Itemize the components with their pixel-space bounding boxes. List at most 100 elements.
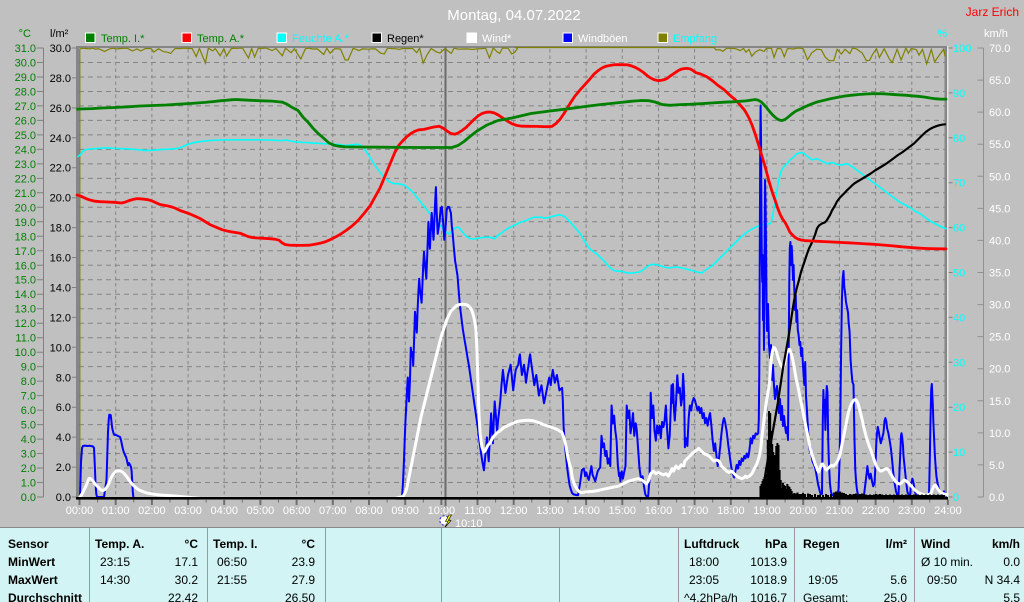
svg-text:10.0: 10.0 — [15, 347, 36, 359]
svg-text:%: % — [937, 28, 947, 40]
svg-text:08:00: 08:00 — [355, 505, 383, 517]
svg-text:°C: °C — [19, 28, 31, 40]
svg-text:5.0: 5.0 — [989, 460, 1004, 472]
svg-text:3.0: 3.0 — [21, 449, 36, 461]
svg-text:12.0: 12.0 — [50, 312, 71, 324]
svg-text:10.0: 10.0 — [50, 342, 71, 354]
svg-text:9.0: 9.0 — [21, 362, 36, 374]
svg-text:11:00: 11:00 — [464, 505, 491, 517]
svg-text:30: 30 — [953, 357, 965, 369]
svg-text:22:00: 22:00 — [862, 505, 890, 517]
svg-text:17:00: 17:00 — [681, 505, 709, 517]
svg-text:l/m²: l/m² — [50, 28, 69, 40]
svg-text:09:00: 09:00 — [391, 505, 419, 517]
svg-text:23:00: 23:00 — [898, 505, 926, 517]
svg-text:18.0: 18.0 — [15, 231, 36, 243]
svg-text:20: 20 — [953, 402, 965, 414]
svg-text:7.0: 7.0 — [21, 391, 36, 403]
svg-text:01:00: 01:00 — [102, 505, 130, 517]
svg-text:26.0: 26.0 — [15, 115, 36, 127]
svg-text:20.0: 20.0 — [15, 202, 36, 214]
svg-text:27.0: 27.0 — [15, 101, 36, 113]
svg-text:Temp. I.*: Temp. I.* — [101, 33, 145, 45]
svg-text:0.0: 0.0 — [56, 492, 71, 504]
svg-text:20:00: 20:00 — [789, 505, 817, 517]
svg-text:Temp. A.*: Temp. A.* — [197, 33, 245, 45]
svg-text:20.0: 20.0 — [50, 193, 71, 205]
svg-text:0: 0 — [953, 492, 959, 504]
svg-text:30.0: 30.0 — [50, 43, 71, 55]
svg-text:19.0: 19.0 — [15, 217, 36, 229]
svg-text:12:00: 12:00 — [500, 505, 528, 517]
svg-text:13.0: 13.0 — [15, 304, 36, 316]
svg-text:4.0: 4.0 — [21, 434, 36, 446]
svg-text:10:00: 10:00 — [428, 505, 456, 517]
svg-text:100: 100 — [953, 43, 971, 55]
svg-text:km/h: km/h — [984, 28, 1008, 40]
svg-text:03:00: 03:00 — [174, 505, 202, 517]
svg-text:55.0: 55.0 — [989, 139, 1010, 151]
svg-text:2.0: 2.0 — [56, 462, 71, 474]
svg-text:20.0: 20.0 — [989, 364, 1010, 376]
svg-text:14:00: 14:00 — [572, 505, 600, 517]
svg-text:14.0: 14.0 — [50, 283, 71, 295]
svg-text:50: 50 — [953, 268, 965, 280]
svg-text:26.0: 26.0 — [50, 103, 71, 115]
svg-text:25.0: 25.0 — [989, 332, 1010, 344]
svg-text:16.0: 16.0 — [50, 253, 71, 265]
svg-text:6.0: 6.0 — [56, 402, 71, 414]
svg-text:65.0: 65.0 — [989, 75, 1010, 87]
svg-text:11.0: 11.0 — [15, 333, 36, 345]
svg-text:12.0: 12.0 — [15, 318, 36, 330]
svg-text:22.0: 22.0 — [15, 173, 36, 185]
svg-text:28.0: 28.0 — [15, 87, 36, 99]
svg-text:16.0: 16.0 — [15, 260, 36, 272]
svg-text:8.0: 8.0 — [56, 372, 71, 384]
svg-text:23.0: 23.0 — [15, 159, 36, 171]
svg-text:30.0: 30.0 — [989, 300, 1010, 312]
svg-text:Empfang: Empfang — [673, 33, 717, 45]
svg-text:6.0: 6.0 — [21, 405, 36, 417]
svg-text:17.0: 17.0 — [15, 246, 36, 258]
svg-text:13:00: 13:00 — [536, 505, 564, 517]
svg-text:29.0: 29.0 — [15, 72, 36, 84]
svg-text:24:00: 24:00 — [934, 505, 962, 517]
svg-text:22.0: 22.0 — [50, 163, 71, 175]
svg-text:0.0: 0.0 — [21, 492, 36, 504]
svg-text:Windböen: Windböen — [578, 33, 628, 45]
svg-text:Jarz Erich: Jarz Erich — [966, 5, 1019, 19]
svg-text:Wind*: Wind* — [482, 33, 512, 45]
svg-text:06:00: 06:00 — [283, 505, 311, 517]
svg-text:02:00: 02:00 — [138, 505, 166, 517]
svg-text:00:00: 00:00 — [66, 505, 94, 517]
svg-text:60.0: 60.0 — [989, 107, 1010, 119]
svg-text:90: 90 — [953, 88, 965, 100]
svg-text:0.0: 0.0 — [989, 492, 1004, 504]
svg-text:8.0: 8.0 — [21, 376, 36, 388]
svg-text:30.0: 30.0 — [15, 58, 36, 70]
svg-text:04:00: 04:00 — [210, 505, 238, 517]
svg-text:10.0: 10.0 — [989, 428, 1010, 440]
svg-text:2.0: 2.0 — [21, 463, 36, 475]
svg-text:40.0: 40.0 — [989, 235, 1010, 247]
svg-text:70.0: 70.0 — [989, 43, 1010, 55]
svg-text:80: 80 — [953, 133, 965, 145]
svg-text:5.0: 5.0 — [21, 420, 36, 432]
svg-text:07:00: 07:00 — [319, 505, 347, 517]
svg-text:15.0: 15.0 — [15, 275, 36, 287]
svg-text:50.0: 50.0 — [989, 171, 1010, 183]
svg-text:Regen*: Regen* — [387, 33, 424, 45]
svg-text:21:00: 21:00 — [826, 505, 854, 517]
svg-text:21.0: 21.0 — [15, 188, 36, 200]
svg-text:Feuchte A.*: Feuchte A.* — [292, 33, 350, 45]
svg-text:40: 40 — [953, 312, 965, 324]
svg-text:15:00: 15:00 — [609, 505, 637, 517]
svg-text:70: 70 — [953, 178, 965, 190]
svg-text:05:00: 05:00 — [247, 505, 275, 517]
svg-text:10: 10 — [953, 447, 965, 459]
svg-text:1.0: 1.0 — [21, 478, 36, 490]
svg-text:16:00: 16:00 — [645, 505, 673, 517]
svg-text:15.0: 15.0 — [989, 396, 1010, 408]
svg-text:14.0: 14.0 — [15, 289, 36, 301]
svg-text:18:00: 18:00 — [717, 505, 745, 517]
